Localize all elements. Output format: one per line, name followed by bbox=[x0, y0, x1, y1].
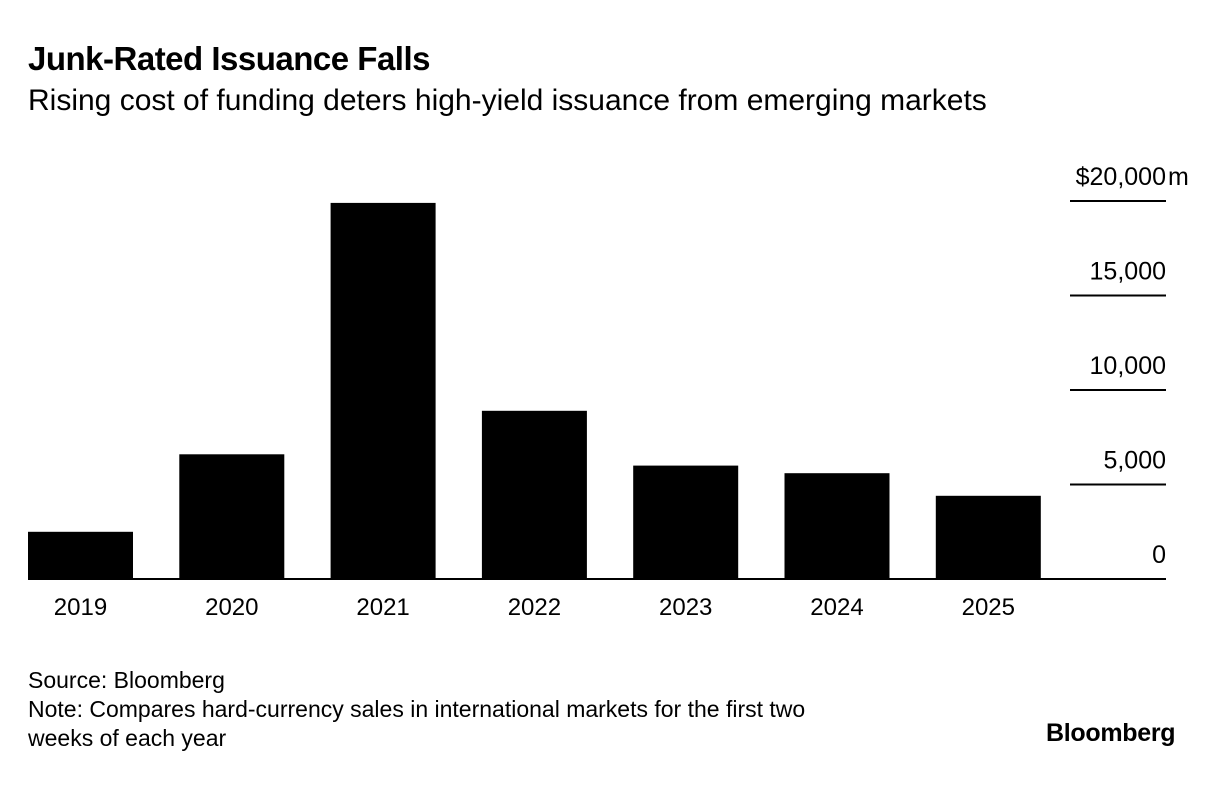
x-tick-label-2020: 2020 bbox=[205, 594, 258, 621]
bar-2021 bbox=[330, 202, 436, 579]
bar-2024 bbox=[784, 473, 890, 579]
gridlines bbox=[1070, 200, 1166, 486]
bar-2023 bbox=[633, 465, 739, 579]
x-tick-label-2025: 2025 bbox=[962, 594, 1015, 621]
y-tick-label-15000: 15,000 bbox=[1090, 258, 1166, 286]
bar-2022 bbox=[481, 410, 587, 579]
y-tick-label-5000: 5,000 bbox=[1103, 447, 1166, 475]
chart-subtitle: Rising cost of funding deters high-yield… bbox=[28, 84, 987, 117]
x-tick-label-2022: 2022 bbox=[508, 594, 561, 621]
x-tick-labels: 2019 2020 2021 2022 2023 2024 2025 bbox=[54, 594, 1015, 621]
note-text-line-2: weeks of each year bbox=[28, 725, 227, 751]
bar-2019 bbox=[28, 531, 133, 580]
x-tick-label-2019: 2019 bbox=[54, 594, 107, 621]
chart-title: Junk-Rated Issuance Falls bbox=[28, 40, 430, 77]
bars bbox=[28, 202, 1041, 580]
bar-2025 bbox=[935, 495, 1041, 579]
note-text-line-1: Note: Compares hard-currency sales in in… bbox=[28, 696, 806, 722]
x-tick-label-2021: 2021 bbox=[356, 594, 409, 621]
y-tick-labels: 0 5,000 10,000 15,000 $20,000 m bbox=[1076, 163, 1189, 569]
bar-2020 bbox=[179, 454, 285, 579]
source-text: Source: Bloomberg bbox=[28, 667, 225, 693]
footer: Source: Bloomberg Note: Compares hard-cu… bbox=[28, 666, 805, 753]
y-tick-label-20000: $20,000 bbox=[1076, 163, 1166, 191]
x-tick-label-2024: 2024 bbox=[810, 594, 863, 621]
y-tick-label-10000: 10,000 bbox=[1090, 352, 1166, 380]
bloomberg-logo: Bloomberg bbox=[1046, 719, 1176, 747]
y-tick-label-0: 0 bbox=[1152, 541, 1166, 569]
y-axis-unit: m bbox=[1168, 163, 1189, 191]
x-tick-label-2023: 2023 bbox=[659, 594, 712, 621]
